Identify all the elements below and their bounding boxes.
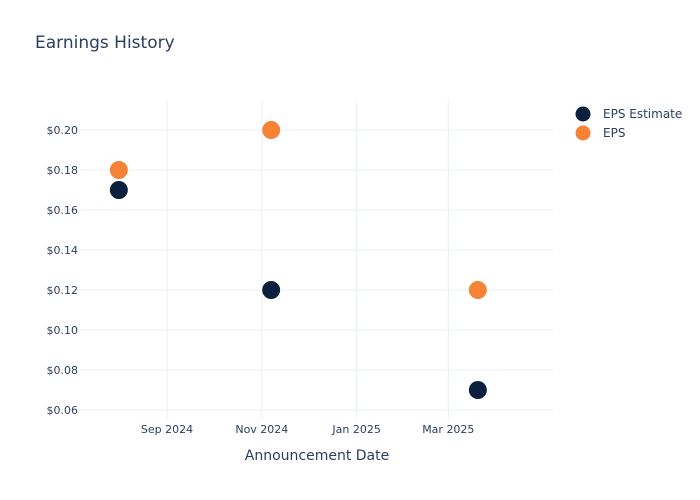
y-tick-label: $0.18 [47,164,79,177]
x-tick-label: Jan 2025 [331,423,380,436]
y-tick-label: $0.20 [47,124,79,137]
eps-estimate-point[interactable] [261,280,282,300]
eps-estimate-point[interactable] [467,380,488,400]
legend-marker [574,105,592,123]
y-tick-label: $0.06 [47,404,79,417]
legend[interactable]: EPS Estimate EPS [574,105,682,142]
legend-label: EPS Estimate [603,107,682,121]
eps-point[interactable] [261,120,282,140]
axis-layer: $0.06 $0.08 $0.10 $0.12 $0.14 $0.16 $0.18 $0.20… [47,124,475,436]
y-tick-label: $0.12 [47,284,79,297]
chart-title: Earnings History [35,33,175,53]
y-tick-label: $0.10 [47,324,79,337]
legend-item-eps[interactable]: EPS [574,124,625,142]
marks-layer [108,120,488,400]
y-tick-label: $0.14 [47,244,79,257]
eps-point[interactable] [108,160,129,180]
y-tick-label: $0.08 [47,364,79,377]
eps-point[interactable] [467,280,488,300]
x-axis-title: Announcement Date [244,448,390,464]
legend-marker [574,124,592,142]
legend-label: EPS [603,126,625,140]
grid-layer [80,100,554,420]
legend-item-eps-estimate[interactable]: EPS Estimate [574,105,682,123]
y-tick-label: $0.16 [47,204,79,217]
x-tick-label: Nov 2024 [235,423,288,436]
x-tick-label: Sep 2024 [141,423,193,436]
eps-estimate-point[interactable] [108,180,129,200]
x-tick-label: Mar 2025 [422,423,474,436]
